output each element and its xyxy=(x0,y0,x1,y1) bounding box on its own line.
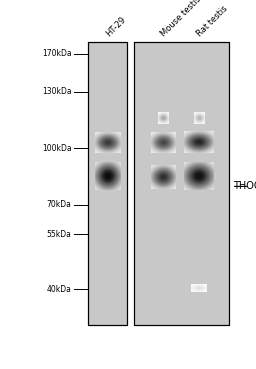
Text: Mouse testis: Mouse testis xyxy=(159,0,203,39)
Text: 100kDa: 100kDa xyxy=(42,144,72,153)
Text: 55kDa: 55kDa xyxy=(47,230,72,239)
Text: 40kDa: 40kDa xyxy=(47,285,72,294)
Text: 130kDa: 130kDa xyxy=(42,87,72,96)
Text: 170kDa: 170kDa xyxy=(42,49,72,58)
Text: Rat testis: Rat testis xyxy=(195,4,229,39)
Bar xyxy=(88,42,127,325)
Text: THOC5: THOC5 xyxy=(233,182,256,192)
Bar xyxy=(134,42,229,325)
Text: HT-29: HT-29 xyxy=(104,15,127,39)
Text: 70kDa: 70kDa xyxy=(47,200,72,209)
